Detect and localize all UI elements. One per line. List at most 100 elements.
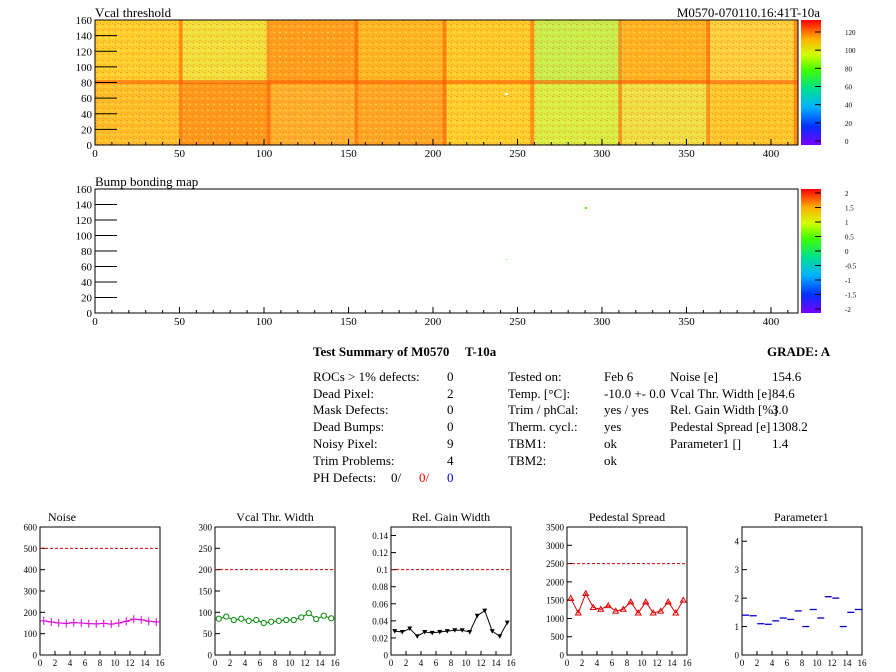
summary-value: 2 (447, 385, 454, 401)
x-tick-label: 12 (477, 658, 486, 668)
y-tick-label: 40 (81, 277, 93, 289)
roc-edge (794, 20, 798, 83)
data-point (429, 630, 435, 636)
y-tick-label: 2 (735, 594, 740, 604)
data-point (589, 603, 597, 610)
x-tick-label: 6 (434, 658, 439, 668)
map2-palette (801, 189, 821, 313)
summary-label: TBM1: (508, 435, 547, 451)
summary-value: 154.6 (772, 369, 802, 384)
x-tick-label: 350 (678, 316, 695, 328)
roc-edge (178, 20, 183, 83)
map1-palette-ticks: 120 100 80 60 40 20 0 (815, 29, 856, 146)
x-tick-label: 16 (683, 658, 693, 668)
y-tick-label: 0.12 (372, 548, 388, 558)
summary-label: Dead Bumps: (313, 419, 385, 435)
x-tick-label: 14 (843, 658, 853, 668)
data-point (642, 598, 650, 605)
palette-tick-label: -0.5 (845, 263, 857, 271)
y-tick-label: 0.02 (372, 633, 388, 643)
x-tick-label: 4 (770, 658, 775, 668)
x-tick-label: 2 (755, 658, 760, 668)
y-tick-label: 300 (24, 587, 38, 597)
x-tick-label: 0 (565, 658, 570, 668)
summary-label: Therm. cycl.: (508, 419, 578, 435)
summary-label: Trim Problems: (313, 452, 395, 468)
x-tick-label: 14 (141, 658, 151, 668)
y-tick-label: 150 (199, 587, 213, 597)
roc-texture (534, 83, 623, 145)
summary-label: Trim / phCal: (508, 402, 579, 418)
summary-label: Noise [e] (670, 369, 719, 384)
roc-texture (710, 83, 798, 145)
x-tick-label: 6 (83, 658, 88, 668)
x-tick-label: 12 (828, 658, 837, 668)
palette-tick-label: 0.5 (845, 234, 854, 242)
x-tick-label: 0 (389, 658, 394, 668)
chart-pedestal-spread: Pedestal Spread 0 500 1000 1500 2000 2500 3000 3… (546, 510, 692, 668)
roc-texture (622, 83, 711, 145)
data-point (634, 609, 642, 616)
x-tick-label: 150 (340, 148, 357, 160)
x-tick-label: 4 (595, 658, 600, 668)
y-tick-label: 40 (81, 109, 93, 121)
data-point (489, 629, 495, 634)
data-point (238, 615, 245, 622)
x-tick-label: 16 (331, 658, 341, 668)
y-tick-label: 3500 (546, 523, 565, 533)
data-point (260, 619, 267, 627)
chart-rel-gain-width: Rel. Gain Width 0 0.02 0.04 0.06 0.08 0.1 0.12 0… (372, 510, 516, 668)
summary-value: 0 (447, 419, 454, 435)
chart-title: Pedestal Spread (589, 510, 665, 524)
data-point (497, 634, 503, 639)
roc-texture (446, 20, 535, 83)
x-tick-label: 10 (462, 658, 472, 668)
data-point (452, 628, 458, 633)
chart-title: Noise (48, 510, 76, 524)
series-line (43, 618, 157, 625)
summary-value: 1.4 (772, 435, 789, 451)
y-tick-label: 0 (33, 651, 38, 661)
roc-edge (266, 20, 271, 83)
x-tick-label: 150 (340, 316, 357, 328)
y-tick-label: 300 (199, 523, 213, 533)
x-tick-label: 4 (419, 658, 424, 668)
y-tick-label: 60 (81, 93, 93, 105)
data-point (313, 616, 320, 623)
y-tick-label: 3 (735, 565, 740, 575)
x-tick-label: 0 (38, 658, 43, 668)
x-tick-label: 16 (858, 658, 868, 668)
data-point (604, 601, 612, 609)
roc-texture (534, 20, 623, 83)
palette-tick-label: 80 (845, 65, 853, 73)
y-tick-label: 50 (203, 629, 213, 639)
grade: GRADE: A (767, 344, 831, 359)
x-tick-label: 2 (228, 658, 233, 668)
y-tick-label: 200 (199, 565, 213, 575)
summary-value: ok (604, 435, 617, 451)
data-point (582, 589, 590, 597)
y-tick-label: 500 (551, 632, 565, 642)
roc-edge (442, 83, 447, 145)
roc-edge (354, 20, 359, 83)
x-tick-label: 200 (425, 316, 442, 328)
y-tick-label: 500 (24, 544, 38, 554)
summary-value: ok (604, 452, 617, 468)
map2-title: Bump bonding map (95, 174, 198, 189)
data-point (407, 626, 413, 632)
map1-axes: 0 50 100 150 200 250 300 350 400 0 20 40 60 80 100 120 1… (76, 15, 789, 160)
y-tick-label: 0.04 (372, 616, 388, 626)
palette-tick-label: 0 (845, 248, 849, 256)
roc-edge (530, 83, 535, 145)
roc-texture (358, 83, 447, 145)
y-tick-label: 250 (199, 544, 213, 554)
y-tick-label: 0 (735, 651, 740, 661)
bump-defect-2 (506, 259, 507, 260)
palette-tick-label: 60 (845, 84, 853, 92)
series-line (394, 609, 508, 637)
data-point (459, 628, 465, 633)
roc-texture (358, 20, 447, 83)
palette-tick-label: -2 (845, 306, 851, 314)
